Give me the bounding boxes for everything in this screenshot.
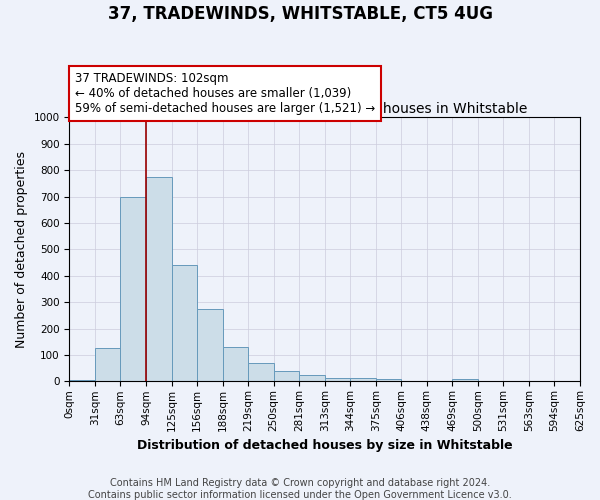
Bar <box>376 380 401 382</box>
Bar <box>146 177 172 382</box>
Bar <box>197 309 223 382</box>
Bar <box>95 348 121 382</box>
Text: Contains HM Land Registry data © Crown copyright and database right 2024.
Contai: Contains HM Land Registry data © Crown c… <box>88 478 512 500</box>
Text: 37, TRADEWINDS, WHITSTABLE, CT5 4UG: 37, TRADEWINDS, WHITSTABLE, CT5 4UG <box>107 5 493 23</box>
Bar <box>172 265 197 382</box>
Bar <box>325 378 350 382</box>
Bar <box>70 380 95 382</box>
Bar <box>452 380 478 382</box>
Title: Size of property relative to detached houses in Whitstable: Size of property relative to detached ho… <box>122 102 527 116</box>
X-axis label: Distribution of detached houses by size in Whitstable: Distribution of detached houses by size … <box>137 440 512 452</box>
Text: 37 TRADEWINDS: 102sqm
← 40% of detached houses are smaller (1,039)
59% of semi-d: 37 TRADEWINDS: 102sqm ← 40% of detached … <box>74 72 375 114</box>
Bar <box>121 196 146 382</box>
Bar <box>248 363 274 382</box>
Bar <box>274 371 299 382</box>
Bar <box>299 375 325 382</box>
Y-axis label: Number of detached properties: Number of detached properties <box>15 151 28 348</box>
Bar <box>223 346 248 382</box>
Bar <box>350 378 376 382</box>
